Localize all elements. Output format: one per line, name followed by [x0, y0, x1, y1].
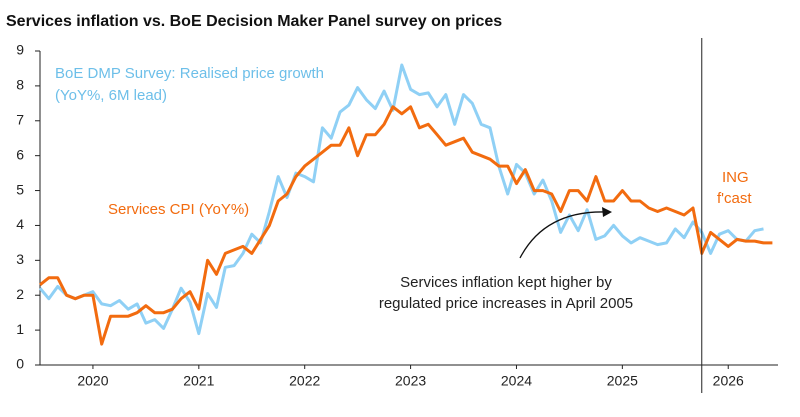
x-tick-label: 2026 — [713, 373, 744, 389]
annotation: f'cast — [717, 190, 752, 207]
y-tick-label: 4 — [16, 216, 24, 232]
x-tick-label: 2022 — [289, 373, 320, 389]
x-tick-label: 2021 — [183, 373, 214, 389]
annotation: BoE DMP Survey: Realised price growth — [55, 65, 324, 82]
chart-title: Services inflation vs. BoE Decision Make… — [6, 13, 502, 30]
x-tick-label: 2023 — [395, 373, 426, 389]
x-tick-label: 2024 — [501, 373, 532, 389]
y-tick-label: 5 — [16, 181, 24, 197]
annotation-arrow — [519, 211, 608, 259]
y-tick-label: 3 — [16, 251, 24, 267]
y-tick-label: 0 — [16, 356, 24, 372]
y-tick-label: 6 — [16, 146, 24, 162]
y-tick-label: 2 — [16, 286, 24, 302]
x-tick-label: 2025 — [607, 373, 638, 389]
y-tick-label: 9 — [16, 42, 24, 58]
annotation: (YoY%, 6M lead) — [55, 87, 167, 104]
plot — [38, 63, 773, 346]
y-tick-label: 1 — [16, 321, 24, 337]
annotation: regulated price increases in April 2005 — [379, 295, 633, 312]
annotation: ING — [722, 169, 749, 186]
annotation: Services inflation kept higher by — [400, 274, 612, 291]
x-tick-label: 2020 — [77, 373, 108, 389]
series-line — [39, 105, 773, 346]
annotation: Services CPI (YoY%) — [108, 201, 249, 218]
y-tick-label: 8 — [16, 77, 24, 93]
arrow-head — [602, 207, 612, 217]
y-tick-label: 7 — [16, 111, 24, 127]
series-line — [38, 63, 764, 336]
